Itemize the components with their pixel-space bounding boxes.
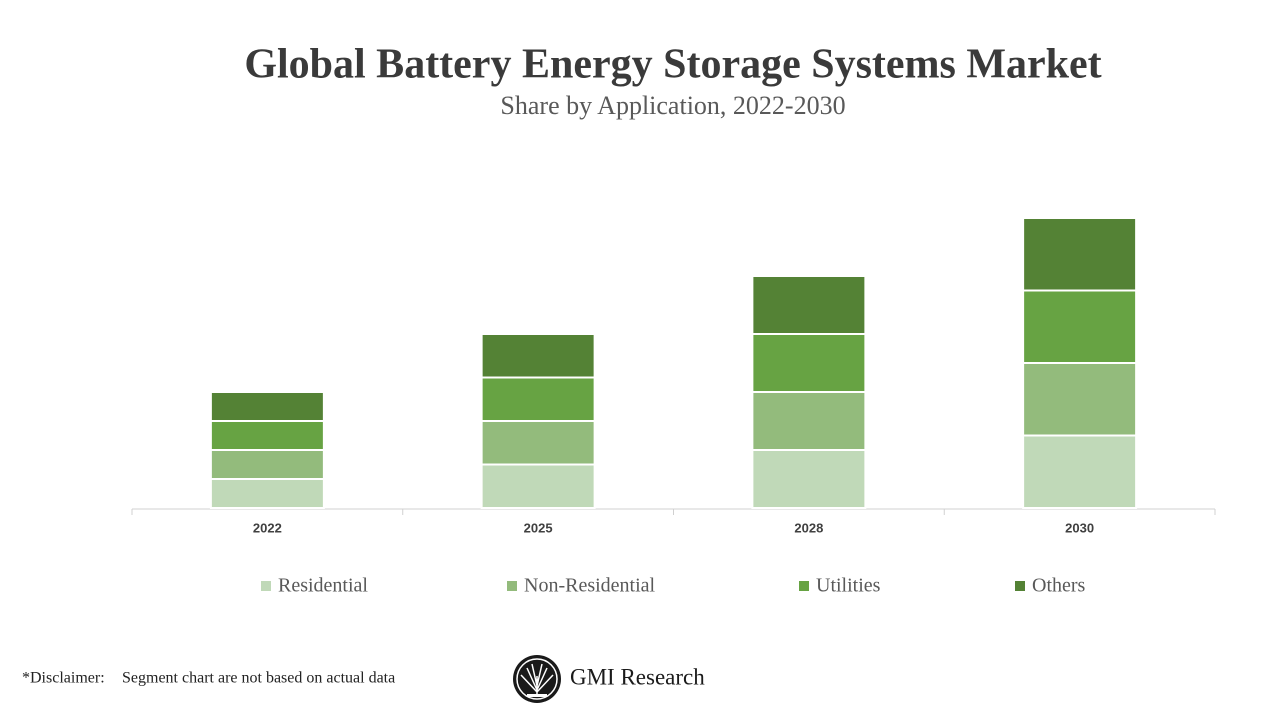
bar-segment xyxy=(1022,289,1138,364)
x-tick-label: 2022 xyxy=(253,520,282,535)
disclaimer-label: *Disclaimer: xyxy=(22,670,105,687)
x-tick-label: 2028 xyxy=(794,520,823,535)
bar-segment xyxy=(480,420,596,466)
legend-marker xyxy=(507,581,517,591)
bar-segment xyxy=(751,449,867,509)
bar-segment xyxy=(751,391,867,451)
bar-segment xyxy=(209,449,325,480)
bar-segment xyxy=(209,391,325,422)
bar-segment xyxy=(209,420,325,451)
legend-marker xyxy=(261,581,271,591)
legend-label: Non-Residential xyxy=(524,575,656,597)
chart-title: Global Battery Energy Storage Systems Ma… xyxy=(244,42,1101,88)
bar-segment xyxy=(480,333,596,379)
bar-segment xyxy=(751,275,867,335)
bar-segment xyxy=(209,478,325,509)
bar-segment xyxy=(1022,434,1138,509)
bar-segment xyxy=(1022,362,1138,437)
legend-label: Utilities xyxy=(816,575,881,597)
legend-label: Others xyxy=(1032,575,1086,597)
bar-segment xyxy=(480,376,596,422)
legend-marker xyxy=(1015,581,1025,591)
bar-segment xyxy=(480,463,596,509)
legend-label: Residential xyxy=(278,575,368,597)
bar-segment xyxy=(751,333,867,393)
brand-logo xyxy=(513,655,561,703)
bar-segment xyxy=(1022,217,1138,292)
chart-subtitle: Share by Application, 2022-2030 xyxy=(500,91,845,120)
legend-marker xyxy=(799,581,809,591)
x-tick-label: 2025 xyxy=(524,520,553,535)
x-tick-label: 2030 xyxy=(1065,520,1094,535)
brand-name: GMI Research xyxy=(570,664,705,689)
disclaimer: Segment chart are not based on actual da… xyxy=(122,670,395,687)
